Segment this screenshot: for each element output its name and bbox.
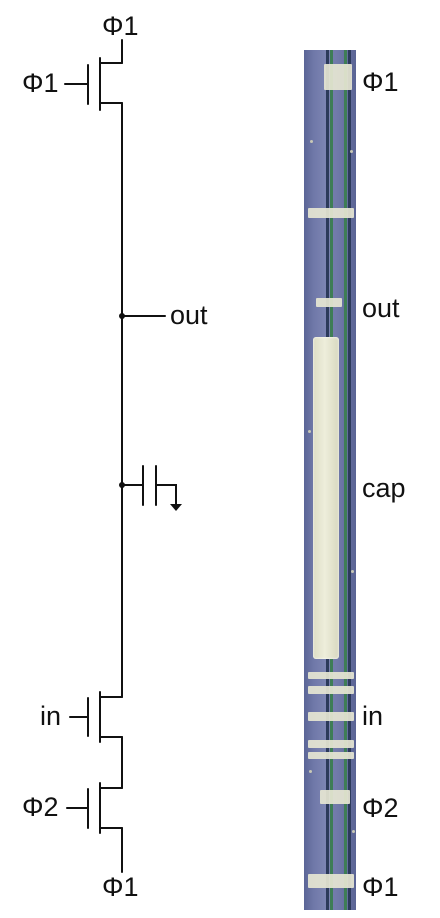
die-contact-row	[308, 686, 354, 694]
die-contact-phi2	[320, 790, 350, 804]
die-label-in: in	[362, 701, 384, 731]
cap-junction-dot	[119, 482, 125, 488]
schematic-label-bottom-supply: Φ1	[102, 872, 139, 902]
ground-arrow-icon	[170, 504, 182, 511]
schematic-label-top-gate: Φ1	[22, 68, 59, 98]
die-contact-row	[308, 752, 354, 759]
out-junction-dot	[119, 313, 125, 319]
schematic-label-top-supply: Φ1	[102, 11, 139, 41]
die-contact-in	[308, 712, 354, 721]
die-contact-row	[308, 672, 354, 679]
die-trace-dark-right	[348, 50, 351, 910]
die-contact-row	[308, 208, 354, 218]
die-contact-bottom	[308, 874, 354, 888]
die-speck	[351, 570, 354, 573]
in-transistor	[69, 691, 123, 743]
phi2-transistor	[66, 782, 123, 834]
die-capacitor-plate	[313, 337, 339, 659]
schematic-label-phi2: Φ2	[22, 792, 59, 822]
die-label-top: Φ1	[362, 67, 399, 97]
capacitor	[121, 465, 177, 506]
die-trace-green-right	[344, 50, 347, 910]
die-label-phi2: Φ2	[362, 793, 399, 823]
die-speck	[350, 150, 353, 153]
die-contact-row	[308, 740, 354, 748]
schematic-label-in: in	[40, 701, 62, 731]
die-speck	[310, 140, 313, 143]
top-transistor	[64, 57, 123, 111]
die-contact-top	[324, 64, 352, 90]
die-label-bottom: Φ1	[362, 872, 399, 902]
die-speck	[308, 430, 311, 433]
die-photo	[304, 50, 356, 910]
die-speck	[309, 770, 312, 773]
die-label-out: out	[362, 293, 400, 323]
die-label-cap: cap	[362, 473, 406, 503]
die-speck	[352, 830, 355, 833]
die-contact-out	[316, 298, 342, 307]
schematic-label-out: out	[170, 300, 208, 330]
